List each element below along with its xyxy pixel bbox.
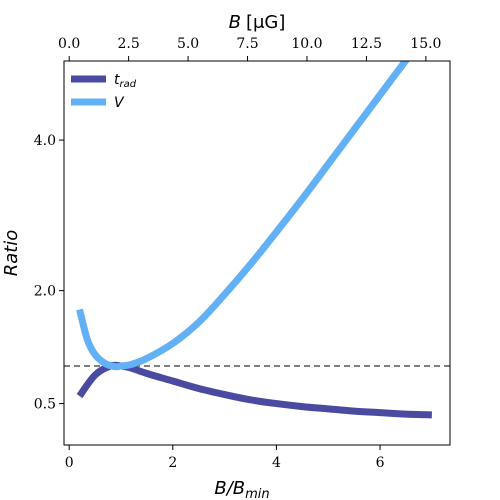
- top-x-tick-label: 12.5: [351, 36, 382, 52]
- top-x-tick-label: 7.5: [236, 36, 258, 52]
- y-tick-label: 2.0: [34, 284, 56, 300]
- top-axis-label: B [μG]: [229, 12, 286, 33]
- x-tick-label: 0: [65, 455, 74, 471]
- plot-frame: [63, 60, 451, 446]
- y-tick-label: 0.5: [34, 397, 56, 413]
- top-x-tick-label: 5.0: [177, 36, 199, 52]
- x-axis-label: B/Bmin: [214, 478, 269, 500]
- x-tick-label: 2: [168, 455, 177, 471]
- legend-label-t-rad: trad: [114, 72, 137, 90]
- top-x-tick-label: 10.0: [291, 36, 322, 52]
- x-tick-label: 6: [376, 455, 385, 471]
- series-line-v: [76, 61, 410, 371]
- top-x-tick-label: 15.0: [410, 36, 441, 52]
- y-axis-label: Ratio: [1, 230, 22, 277]
- legend-label-v: V: [114, 95, 125, 111]
- y-tick-label: 4.0: [34, 133, 56, 149]
- legend: trad V: [71, 72, 137, 111]
- x-tick-label: 4: [272, 455, 281, 471]
- top-x-tick-label: 2.5: [117, 36, 139, 52]
- top-x-tick-label: 0.0: [58, 36, 80, 52]
